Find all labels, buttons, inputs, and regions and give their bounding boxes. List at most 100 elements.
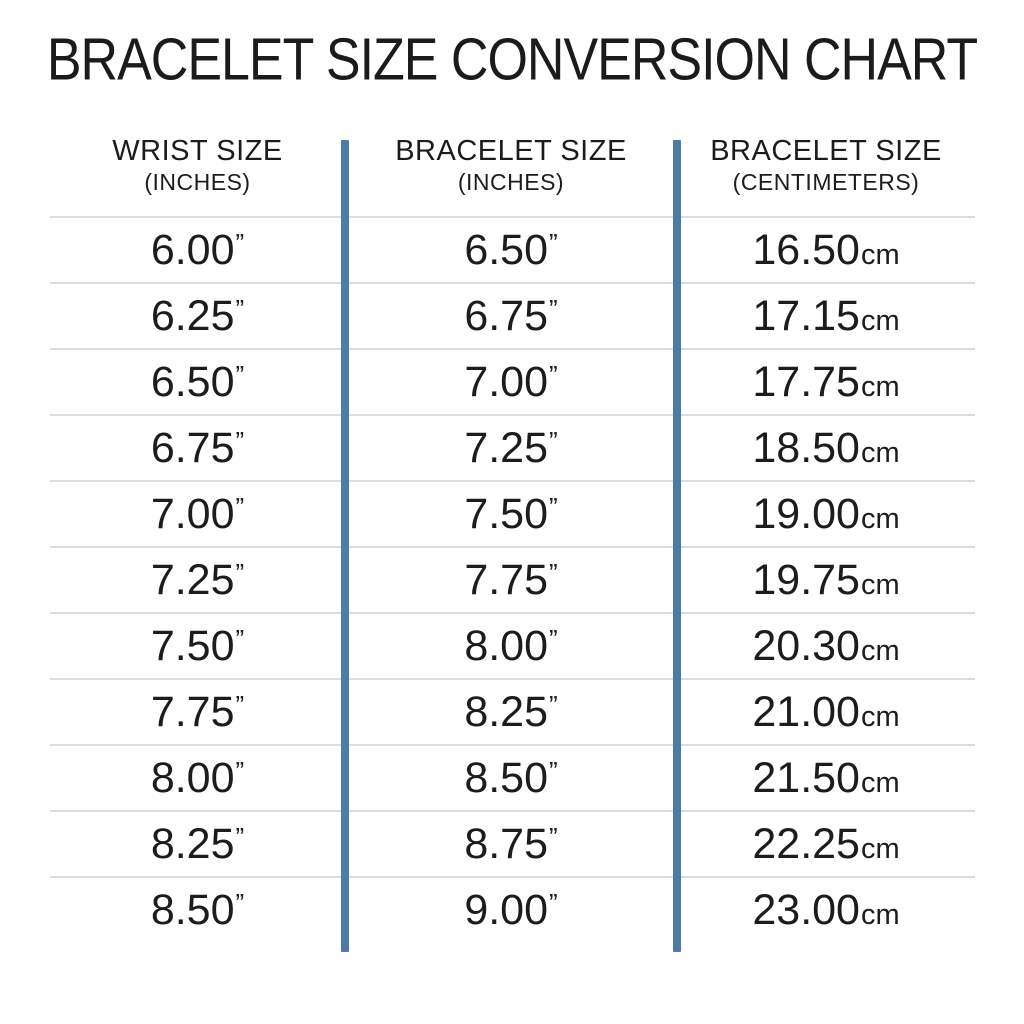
table-row: 7.25” 7.75” 19.75cm <box>50 546 975 612</box>
inch-mark: ” <box>549 227 558 258</box>
wrist-size-value: 7.25 <box>150 555 235 604</box>
bracelet-inches-value: 6.75 <box>464 291 549 340</box>
bracelet-cm-value: 17.75 <box>752 357 860 406</box>
bracelet-inches-cell: 7.00” <box>345 358 677 407</box>
bracelet-cm-cell: 19.00cm <box>677 490 975 539</box>
cm-unit: cm <box>860 502 900 535</box>
bracelet-cm-cell: 17.75cm <box>677 358 975 407</box>
column-header-bracelet-inches: BRACELET SIZE (INCHES) <box>345 128 677 196</box>
bracelet-cm-cell: 16.50cm <box>677 226 975 275</box>
bracelet-inches-cell: 7.50” <box>345 490 677 539</box>
wrist-size-cell: 8.25” <box>50 820 345 869</box>
wrist-size-value: 8.25 <box>150 819 235 868</box>
bracelet-cm-value: 22.25 <box>752 819 860 868</box>
bracelet-inches-cell: 7.75” <box>345 556 677 605</box>
page-title: BRACELET SIZE CONVERSION CHART <box>46 27 978 94</box>
wrist-size-value: 7.75 <box>150 687 235 736</box>
wrist-size-value: 6.00 <box>150 225 235 274</box>
header-sublabel: (INCHES) <box>144 169 251 196</box>
table-row: 7.75 ” 8.25” 21.00cm <box>50 678 975 744</box>
bracelet-inches-cell: 6.50” <box>345 226 677 275</box>
bracelet-inches-cell: 6.75” <box>345 292 677 341</box>
table-row: 6.25” 6.75” 17.15cm <box>50 282 975 348</box>
inch-mark: ” <box>235 491 245 522</box>
bracelet-inches-cell: 7.25” <box>345 424 677 473</box>
column-header-wrist-size: WRIST SIZE (INCHES) <box>50 128 345 196</box>
bracelet-inches-cell: 9.00” <box>345 886 677 935</box>
bracelet-cm-value: 19.00 <box>752 489 860 538</box>
inch-mark: ” <box>549 293 558 324</box>
wrist-size-value: 7.00 <box>150 489 235 538</box>
inch-mark: ” <box>549 557 558 588</box>
inch-mark: ” <box>549 821 558 852</box>
wrist-size-value: 7.50 <box>150 621 235 670</box>
column-divider-left <box>341 140 349 952</box>
cm-unit: cm <box>860 238 900 271</box>
inch-mark: ” <box>549 491 558 522</box>
cm-unit: cm <box>860 304 900 337</box>
cm-unit: cm <box>860 370 900 403</box>
inch-mark: ” <box>235 227 245 258</box>
wrist-size-cell: 7.50” <box>50 622 345 671</box>
cm-unit: cm <box>860 898 900 931</box>
bracelet-inches-value: 7.25 <box>464 423 549 472</box>
inch-mark: ” <box>235 293 245 324</box>
table-row: 8.00” 8.50” 21.50cm <box>50 744 975 810</box>
table-row: 6.00” 6.50” 16.50cm <box>50 216 975 282</box>
header-label: BRACELET SIZE <box>395 135 627 167</box>
inch-mark: ” <box>235 557 245 588</box>
bracelet-cm-value: 23.00 <box>752 885 860 934</box>
bracelet-inches-value: 8.75 <box>464 819 549 868</box>
wrist-size-value: 6.25 <box>150 291 235 340</box>
bracelet-inches-value: 8.50 <box>464 753 549 802</box>
table-row: 6.75” 7.25” 18.50cm <box>50 414 975 480</box>
wrist-size-cell: 7.25” <box>50 556 345 605</box>
wrist-size-value: 6.75 <box>150 423 235 472</box>
bracelet-cm-value: 21.00 <box>752 687 860 736</box>
bracelet-inches-cell: 8.25” <box>345 688 677 737</box>
header-sublabel: (CENTIMETERS) <box>732 169 920 196</box>
inch-mark: ” <box>549 755 558 786</box>
inch-mark: ” <box>235 359 245 390</box>
column-header-bracelet-cm: BRACELET SIZE (CENTIMETERS) <box>677 128 975 196</box>
cm-unit: cm <box>860 634 900 667</box>
bracelet-cm-cell: 21.50cm <box>677 754 975 803</box>
bracelet-inches-value: 8.25 <box>464 687 549 736</box>
inch-mark: ” <box>549 425 558 456</box>
cm-unit: cm <box>860 568 900 601</box>
wrist-size-cell: 6.50” <box>50 358 345 407</box>
header-sublabel: (INCHES) <box>457 169 565 196</box>
table-row: 8.50” 9.00” 23.00cm <box>50 876 975 942</box>
wrist-size-value: 8.00 <box>150 753 235 802</box>
wrist-size-value: 8.50 <box>150 885 235 934</box>
inch-mark: ” <box>549 689 558 720</box>
bracelet-cm-value: 19.75 <box>752 555 860 604</box>
wrist-size-cell: 7.00” <box>50 490 345 539</box>
inch-mark: ” <box>235 821 245 852</box>
column-divider-right <box>673 140 681 952</box>
bracelet-cm-value: 17.15 <box>752 291 860 340</box>
bracelet-inches-value: 7.75 <box>464 555 549 604</box>
header-label: WRIST SIZE <box>112 135 283 167</box>
table-row: 8.25” 8.75” 22.25cm <box>50 810 975 876</box>
inch-mark: ” <box>235 887 245 918</box>
inch-mark: ” <box>235 425 245 456</box>
bracelet-cm-cell: 17.15cm <box>677 292 975 341</box>
wrist-size-cell: 8.50” <box>50 886 345 935</box>
bracelet-cm-value: 20.30 <box>752 621 860 670</box>
wrist-size-cell: 6.00” <box>50 226 345 275</box>
bracelet-cm-cell: 23.00cm <box>677 886 975 935</box>
inch-mark: ” <box>235 755 245 786</box>
wrist-size-value: 6.50 <box>150 357 235 406</box>
cm-unit: cm <box>860 700 900 733</box>
bracelet-inches-value: 7.50 <box>464 489 549 538</box>
inch-mark: ” <box>549 623 558 654</box>
table-row: 6.50” 7.00” 17.75cm <box>50 348 975 414</box>
cm-unit: cm <box>860 832 900 865</box>
size-table: WRIST SIZE (INCHES) BRACELET SIZE (INCHE… <box>50 128 975 958</box>
inch-mark: ” <box>549 359 558 390</box>
bracelet-inches-cell: 8.00” <box>345 622 677 671</box>
bracelet-inches-value: 6.50 <box>464 225 549 274</box>
bracelet-cm-value: 18.50 <box>752 423 860 472</box>
